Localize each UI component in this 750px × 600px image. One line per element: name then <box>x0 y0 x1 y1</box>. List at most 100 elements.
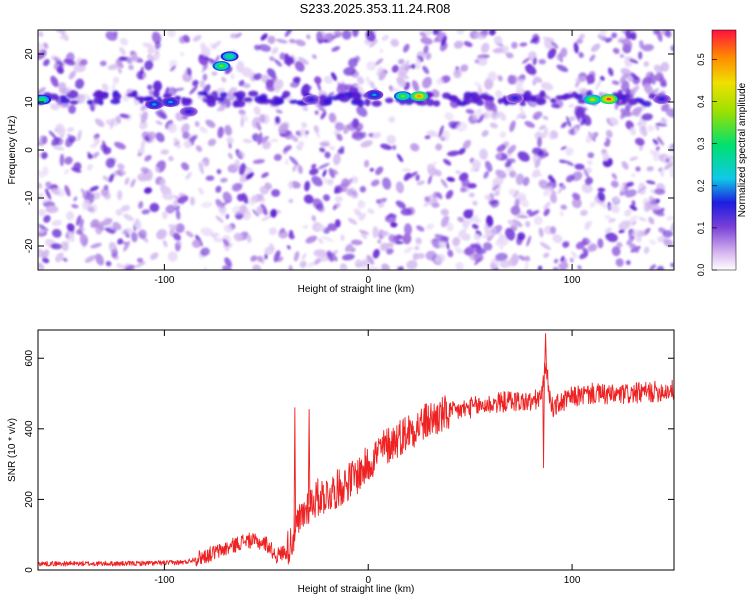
heatmap-cell <box>607 67 614 77</box>
heatmap-cell <box>369 167 374 172</box>
heatmap-cell <box>627 98 638 106</box>
heatmap-cell <box>233 232 244 242</box>
heatmap-cell <box>551 41 559 49</box>
heatmap-cell <box>274 116 281 124</box>
heatmap-cell <box>168 87 177 96</box>
heatmap-cell <box>62 257 68 262</box>
heatmap-cell <box>245 167 254 174</box>
heatmap-cell <box>480 42 490 54</box>
heatmap-cell <box>199 79 206 89</box>
heatmap-cell <box>159 178 166 187</box>
heatmap-cell <box>364 98 371 107</box>
heatmap-cell <box>329 146 335 150</box>
heatmap-cell <box>315 223 326 232</box>
heatmap-cell <box>284 30 293 37</box>
heatmap-cell <box>589 54 596 62</box>
heatmap-cell <box>620 108 632 117</box>
heatmap-cell <box>388 116 396 123</box>
heatmap-cell <box>376 66 383 76</box>
heatmap-cell <box>334 187 340 194</box>
heatmap-cell <box>584 220 589 230</box>
heatmap-cell <box>207 138 217 147</box>
heatmap-cell <box>241 67 253 78</box>
heatmap-cell <box>652 209 665 217</box>
heatmap-cell <box>217 205 227 217</box>
heatmap-cell <box>481 30 488 35</box>
y-tick-label: 0 <box>24 567 35 573</box>
heatmap-cell <box>86 163 94 171</box>
heatmap-cell <box>597 187 606 192</box>
heatmap-cell <box>610 180 619 188</box>
heatmap-cell <box>222 238 230 247</box>
colorbar-tick-label: 0.4 <box>696 95 706 108</box>
heatmap-cell <box>483 110 492 120</box>
heatmap-cell <box>311 163 317 169</box>
heatmap-cell <box>504 166 515 173</box>
heatmap-cell <box>482 232 494 239</box>
heatmap-cell <box>321 236 334 242</box>
heatmap-cell <box>38 170 45 178</box>
x-tick-label: 100 <box>564 275 581 286</box>
heatmap-cell <box>283 130 294 140</box>
heatmap-cell <box>618 220 631 230</box>
heatmap-cell <box>611 32 618 39</box>
heatmap-cell <box>433 100 441 107</box>
heatmap-cell <box>447 249 454 258</box>
heatmap-cell <box>382 177 392 190</box>
heatmap-cell <box>537 136 542 148</box>
heatmap-cell <box>339 96 350 103</box>
heatmap-cell <box>643 246 650 254</box>
heatmap-cell <box>264 246 275 255</box>
heatmap-cell <box>274 59 282 67</box>
heatmap-cell <box>537 265 543 270</box>
heatmap-cell <box>385 97 394 104</box>
heatmap-cell <box>147 131 156 140</box>
heatmap-cell <box>626 181 634 187</box>
heatmap-cell <box>517 232 526 241</box>
heatmap-cell <box>275 38 288 44</box>
heatmap-cell <box>356 106 368 117</box>
heatmap-cell <box>40 151 48 160</box>
heatmap-cell <box>205 57 217 64</box>
heatmap-cell <box>370 179 380 187</box>
heatmap-cell <box>372 248 380 259</box>
heatmap-cell <box>381 34 389 42</box>
heatmap-cell <box>476 56 488 66</box>
heatmap-cell <box>350 239 363 246</box>
heatmap-cell <box>305 235 318 244</box>
heatmap-cell <box>455 261 464 270</box>
heatmap-cell <box>525 64 537 75</box>
heatmap-cell <box>484 223 490 236</box>
heatmap-cell <box>435 143 443 151</box>
heatmap-cell <box>660 61 670 72</box>
heatmap-cell <box>357 99 365 108</box>
colorbar-label: Normalized spectral amplitude <box>737 82 748 217</box>
heatmap-cell <box>365 76 372 85</box>
heatmap-cell <box>440 215 450 228</box>
heatmap-cell <box>334 122 345 132</box>
heatmap-cell <box>264 182 273 190</box>
heatmap-cell <box>503 100 510 106</box>
heatmap-cell <box>231 182 243 192</box>
heatmap-cell <box>396 76 406 88</box>
heatmap-cell <box>423 45 429 55</box>
heatmap-cell <box>334 219 341 228</box>
heatmap-cell <box>495 252 508 262</box>
heatmap-cell <box>401 168 411 172</box>
heatmap-cell <box>213 237 223 243</box>
heatmap-cell <box>86 99 94 105</box>
x-tick-label: -100 <box>154 575 174 586</box>
heatmap-cell <box>558 184 565 194</box>
heatmap-cell <box>445 190 454 200</box>
heatmap-cell <box>571 250 578 259</box>
heatmap-cell <box>288 180 294 190</box>
heatmap-cell <box>185 172 192 180</box>
heatmap-cell <box>440 208 449 216</box>
heatmap-cell <box>48 93 59 101</box>
heatmap-cell <box>160 149 169 155</box>
heatmap-cell <box>519 101 526 107</box>
heatmap-cell <box>38 224 49 232</box>
heatmap-cell <box>68 105 77 114</box>
heatmap-cell <box>128 64 134 71</box>
